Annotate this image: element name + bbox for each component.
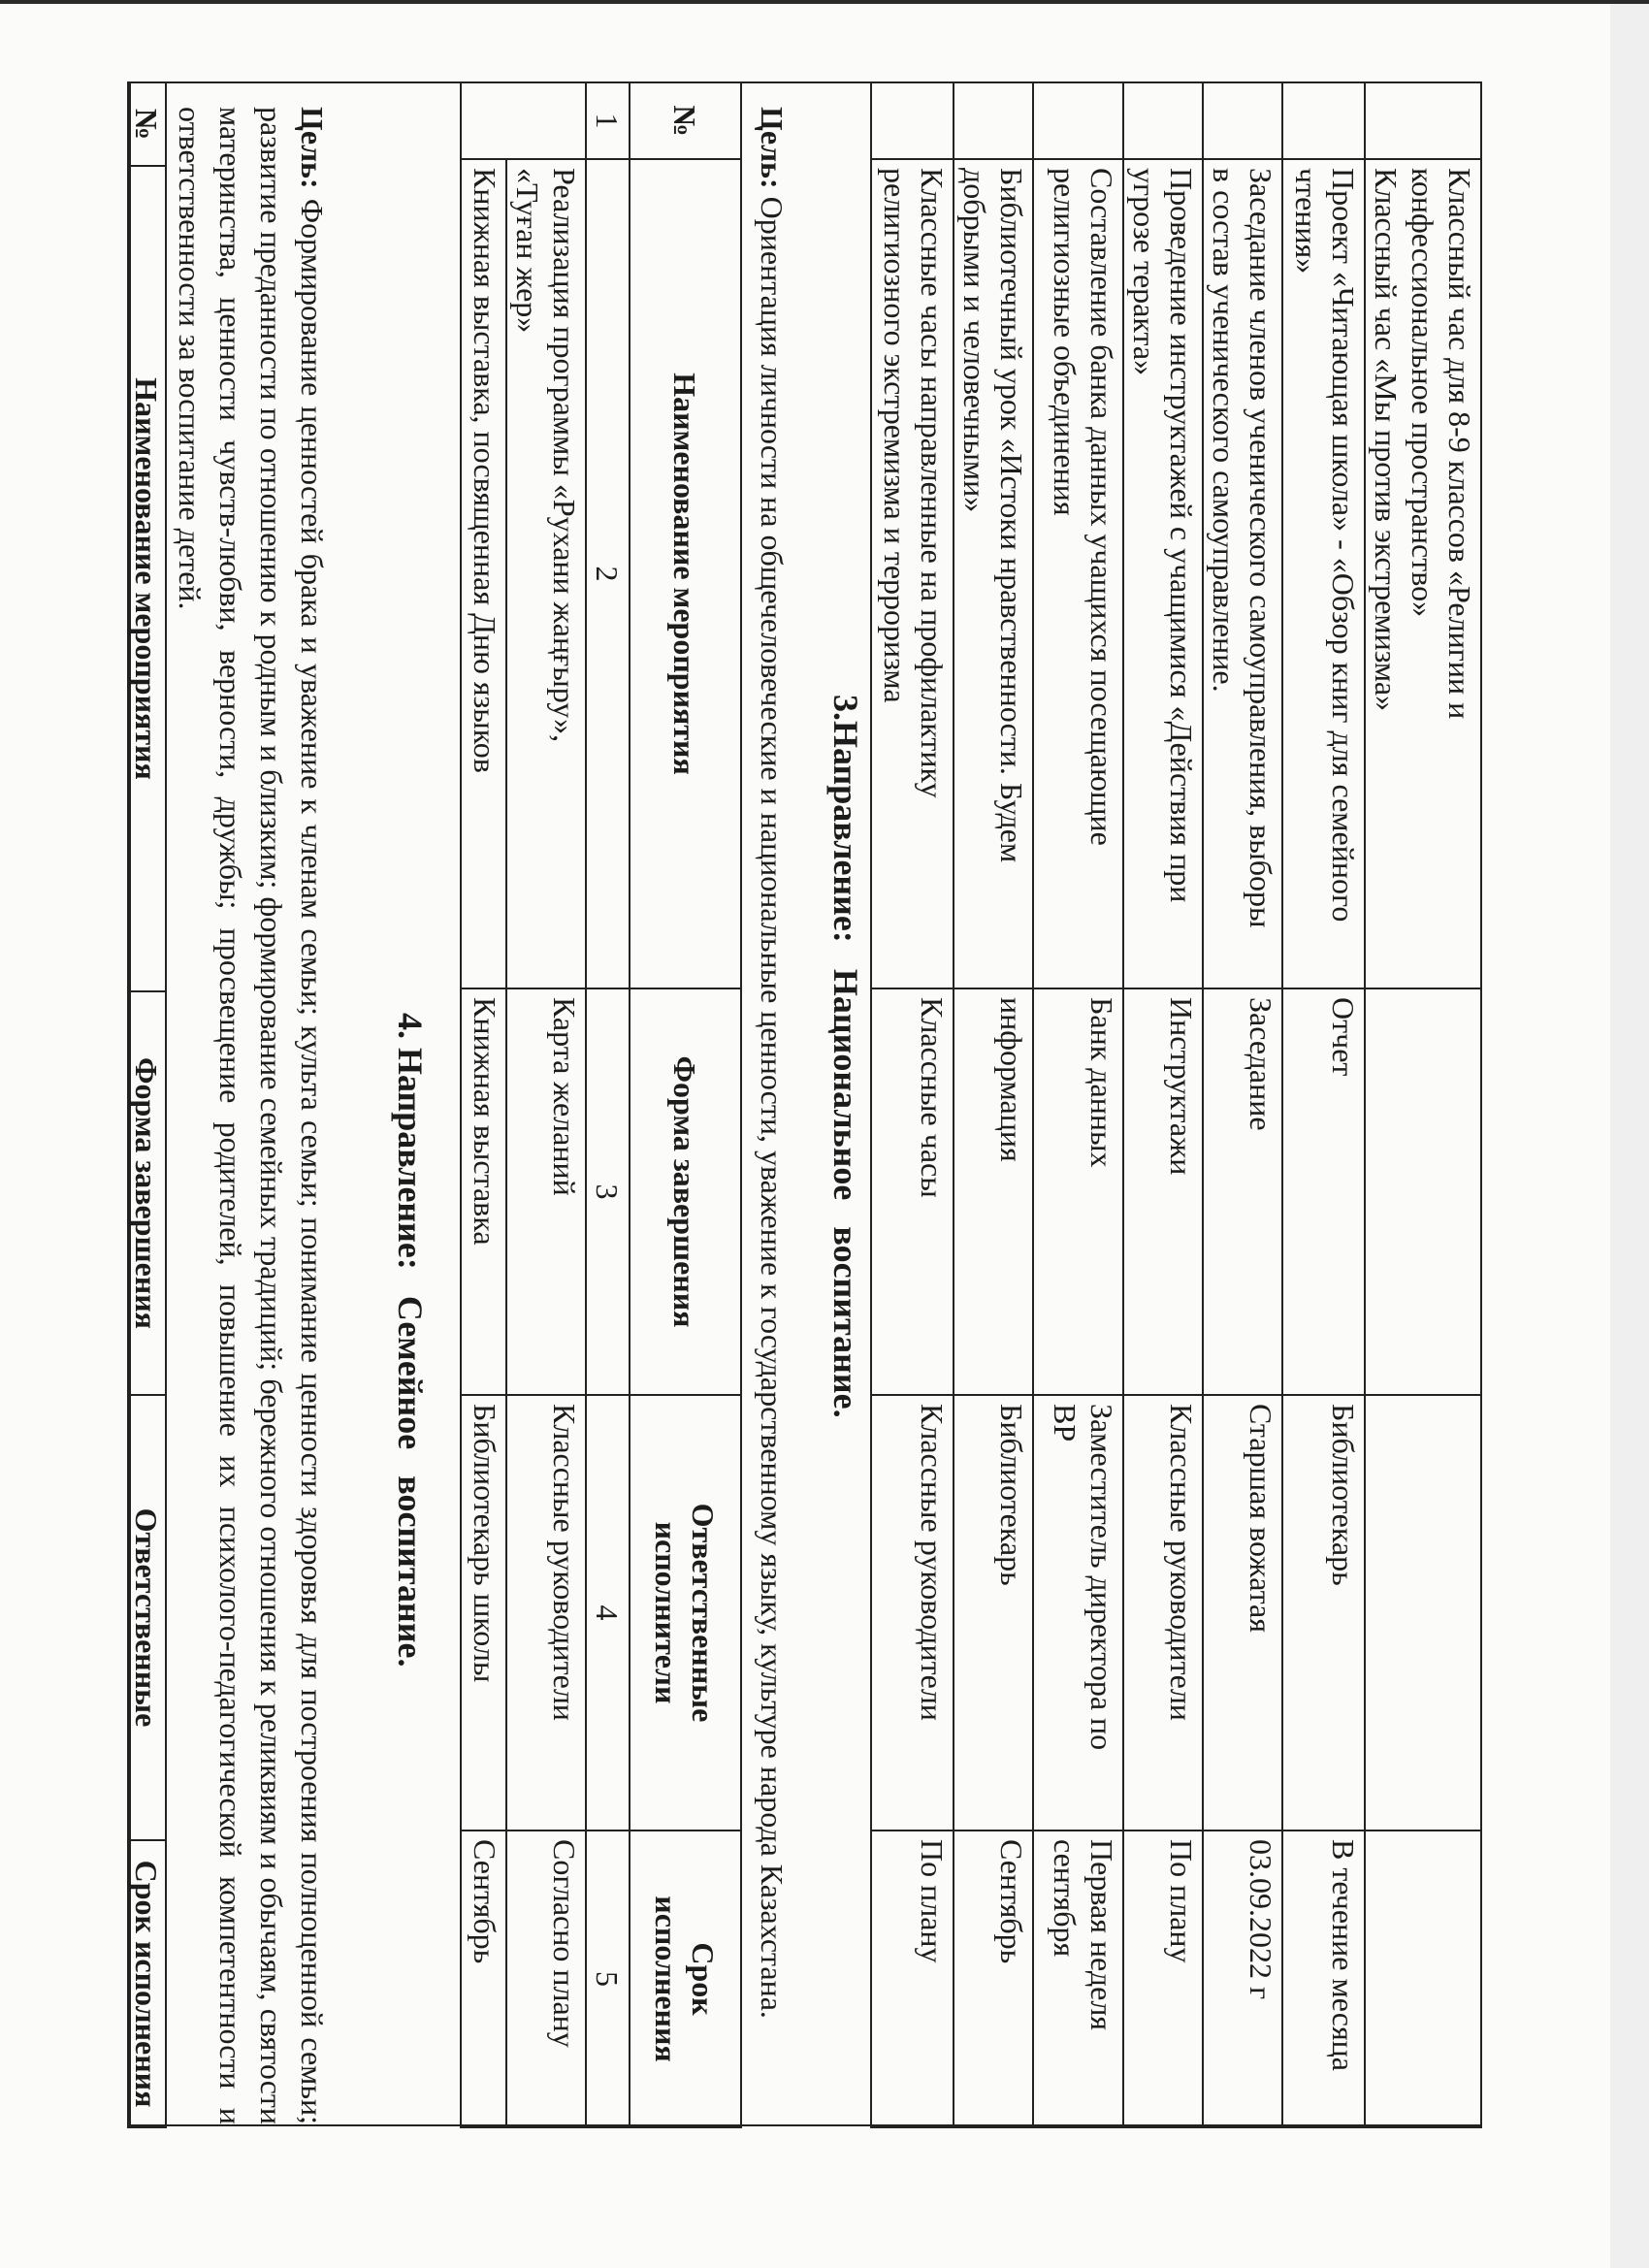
cell-deadline: Сентябрь <box>954 1831 1033 2127</box>
header-form: Форма завершения <box>630 988 741 1395</box>
header-form: Форма завершения <box>128 991 166 1395</box>
cell-number <box>1282 82 1365 159</box>
cell-event-name: Заседание членов ученического самоуправл… <box>1203 159 1282 988</box>
cell-responsible: Библиотекарь школы <box>461 1395 506 1831</box>
cell-event-name: Составление банка данных учащихся посеща… <box>1033 159 1123 988</box>
table-row: Классные часы направленные на профилакти… <box>871 82 954 2127</box>
cell-event-name: Проект «Читающая школа» - «Обзор книг дл… <box>1282 159 1365 988</box>
header-event-name: Наименование мероприятия <box>128 166 166 991</box>
cell-form: Банк данных <box>1033 988 1123 1395</box>
column-number: 2 <box>586 159 630 988</box>
cell-form: Отчет <box>1282 988 1365 1395</box>
cell-event-name: Классные часы направленные на профилакти… <box>871 159 954 988</box>
cell-deadline: По плану <box>871 1831 954 2127</box>
header-deadline: Срок исполнения <box>128 1840 166 2127</box>
cell-deadline: По плану <box>1123 1831 1203 2127</box>
cell-event-name: Проведение инструктажей с учащимися «Дей… <box>1123 159 1203 988</box>
cell-number <box>871 82 954 159</box>
cell-responsible <box>1365 1395 1481 1831</box>
cell-event-name: Библиотечный урок «Истоки нравственности… <box>954 159 1033 988</box>
cell-form: информация <box>954 988 1033 1395</box>
cell-form: Книжная выставка <box>461 988 506 1395</box>
table-row: Библиотечный урок «Истоки нравственности… <box>954 82 1033 2127</box>
section-3-goal: Цель: Ориентация личности на общечеловеч… <box>752 107 792 2124</box>
goal-label: Цель: <box>295 107 330 189</box>
header-number: № <box>128 82 166 166</box>
table-row: Заседание членов ученического самоуправл… <box>1203 82 1282 2127</box>
cell-responsible: Библиотекарь <box>1282 1395 1365 1831</box>
column-number: 3 <box>586 988 630 1395</box>
table-row: Книжная выставка, посвященная Дню языков… <box>461 82 506 2127</box>
cell-number <box>954 82 1033 159</box>
header-responsible: Ответственные <box>128 1395 166 1840</box>
cell-event-name: Книжная выставка, посвященная Дню языков <box>461 159 506 988</box>
cell-deadline: 03.09.2022 г <box>1203 1831 1282 2127</box>
section-4-title: 4. Направление: Семейное воспитание. <box>391 1013 430 1668</box>
column-number: 4 <box>586 1395 630 1831</box>
table-row: Проект «Читающая школа» - «Обзор книг дл… <box>1282 82 1365 2127</box>
cell-event-name: Классный час для 8-9 классов «Религии и … <box>1365 159 1481 988</box>
section-4-goal: Цель: Формирование ценностей брака и ува… <box>170 107 333 2124</box>
header-number: № <box>630 82 741 159</box>
column-number: 1 <box>586 82 630 159</box>
goal-text: Формирование ценностей брака и уважение … <box>173 107 330 2124</box>
cell-number <box>1365 82 1481 159</box>
cell-number <box>461 82 586 159</box>
table-row: Составление банка данных учащихся посеща… <box>1033 82 1123 2127</box>
cell-deadline: Первая неделя сентября <box>1033 1831 1123 2127</box>
section-3-table: № Наименование мероприятия Форма заверше… <box>460 81 742 2128</box>
cell-number <box>1033 82 1123 159</box>
cell-deadline <box>1365 1831 1481 2127</box>
table-header-row: № Наименование мероприятия Форма заверше… <box>128 82 166 2127</box>
cell-number <box>1123 82 1203 159</box>
cell-responsible: Библиотекарь <box>954 1395 1033 1831</box>
column-number-row: 1 2 3 4 5 <box>586 82 630 2127</box>
cell-responsible: Классные руководители <box>506 1395 586 1831</box>
header-deadline: Срок исполнения <box>630 1831 741 2127</box>
cell-form: Инструктажи <box>1123 988 1203 1395</box>
cell-form <box>1365 988 1481 1395</box>
header-event-name: Наименование мероприятия <box>630 159 741 988</box>
cell-number <box>1203 82 1282 159</box>
section-3-title: 3.Направление: Национальное воспитание. <box>826 695 865 1418</box>
table-header-row: № Наименование мероприятия Форма заверше… <box>630 82 741 2127</box>
cell-responsible: Старшая вожатая <box>1203 1395 1282 1831</box>
column-number: 5 <box>586 1831 630 2127</box>
cell-responsible: Классные руководители <box>871 1395 954 1831</box>
table-row: Проведение инструктажей с учащимися «Дей… <box>1123 82 1203 2127</box>
cell-event-name: Реализация программы «Рухани жаңғыру», «… <box>506 159 586 988</box>
section-4-table: № Наименование мероприятия Форма заверше… <box>127 81 167 2128</box>
cell-form: Классные часы <box>871 988 954 1395</box>
header-responsible: Ответственные исполнители <box>630 1395 741 1831</box>
table-row: Классный час для 8-9 классов «Религии и … <box>1365 82 1481 2127</box>
goal-label: Цель: <box>755 107 790 189</box>
cell-responsible: Заместитель директора по ВР <box>1033 1395 1123 1831</box>
scan-edge-top <box>0 0 1649 4</box>
cell-deadline: Сентябрь <box>461 1831 506 2127</box>
cell-form: Карта желаний <box>506 988 586 1395</box>
goal-text: Ориентация личности на общечеловеческие … <box>755 188 790 2019</box>
cell-responsible: Классные руководители <box>1123 1395 1203 1831</box>
table-row: Реализация программы «Рухани жаңғыру», «… <box>461 82 586 2127</box>
cell-deadline: Согласно плану <box>506 1831 586 2127</box>
cell-deadline: В течение месяца <box>1282 1831 1365 2127</box>
events-table-continued: Классный час для 8-9 классов «Религии и … <box>870 81 1482 2128</box>
scan-edge <box>1610 0 1649 2268</box>
cell-form: Заседание <box>1203 988 1282 1395</box>
